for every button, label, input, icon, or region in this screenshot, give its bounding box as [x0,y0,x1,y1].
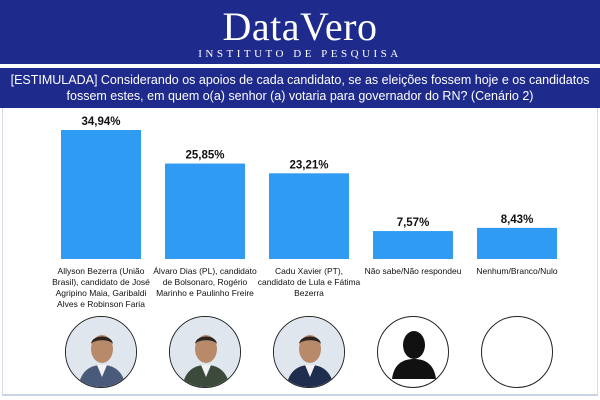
category-label-5: Nenhum/Branco/Nulo [476,266,558,276]
category-label-1: Allyson Bezerra (União Brasil), candidat… [52,266,150,309]
data-label-2: 25,85% [185,150,224,162]
data-label-3: 23,21% [289,159,328,171]
category-label-4: Não sabe/Não respondeu [364,266,462,276]
candidate-photo-icon [273,316,345,388]
data-label-4: 7,57% [397,217,430,229]
header-banner: DataVero INSTITUTO DE PESQUISA [0,0,600,66]
bar-5 [477,227,557,259]
category-label-3: Cadu Xavier (PT), candidato de Lula e Fá… [257,266,361,298]
bar-4 [373,231,453,259]
bar-2 [165,163,245,259]
brand-logo: DataVero [222,4,378,49]
category-label-2: Álvaro Dias (PL), candidato de Bolsonaro… [153,266,257,298]
empty-circle-icon [481,316,553,388]
question-text: [ESTIMULADA] Considerando os apoios de c… [0,68,600,108]
data-label-5: 8,43% [501,214,534,226]
person-silhouette-icon [377,316,449,388]
bar-3 [269,173,349,259]
bar-1 [61,130,141,259]
data-label-1: 34,94% [81,116,120,128]
candidate-photo-icon [169,316,241,388]
candidate-photo-icon [65,316,137,388]
brand-subtitle: INSTITUTO DE PESQUISA [198,48,402,60]
